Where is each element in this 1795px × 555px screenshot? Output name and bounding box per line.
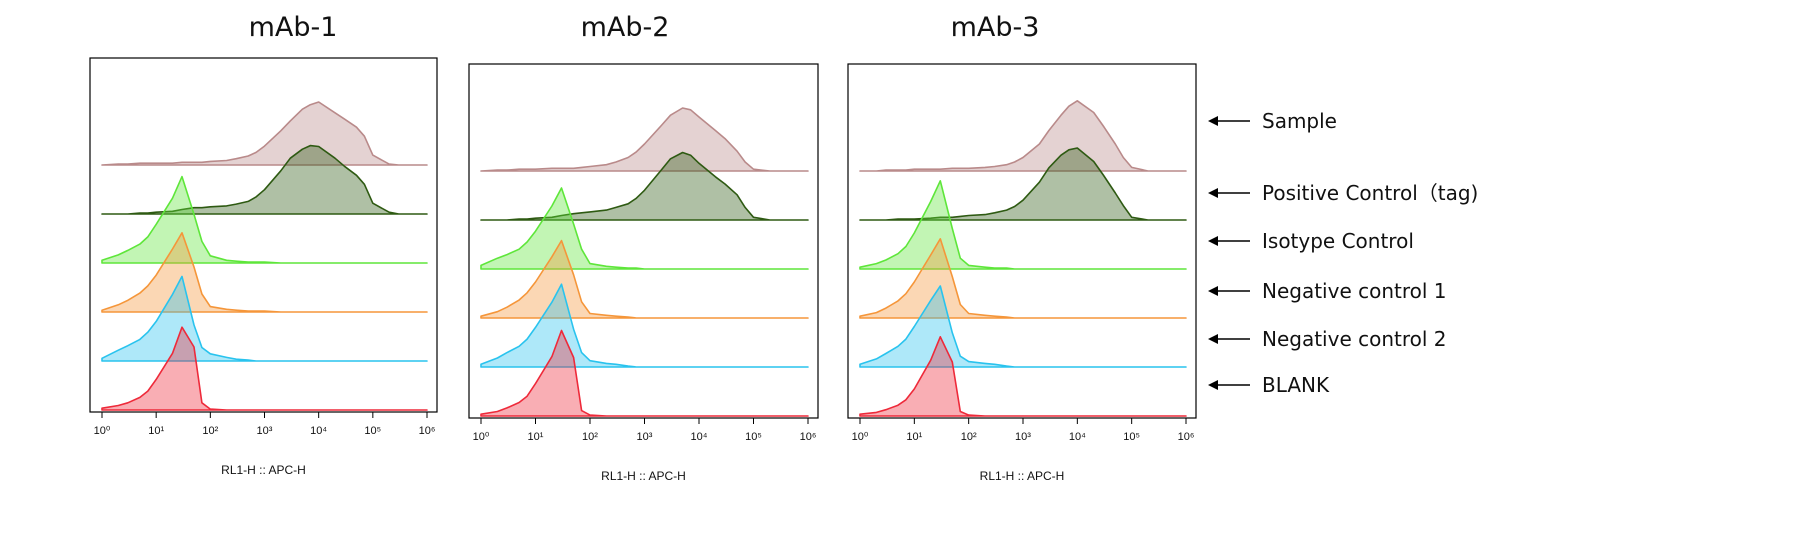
histogram <box>480 329 809 417</box>
histogram <box>859 285 1187 368</box>
legend-arrowhead <box>1208 334 1218 344</box>
plot-frame <box>89 57 438 413</box>
chart-title: mAb-1 <box>249 12 338 43</box>
legend-label: Negative control 1 <box>1262 279 1447 303</box>
legend-label: Positive Control（tag) <box>1262 181 1478 205</box>
x-tick-label: 10⁶ <box>419 425 436 437</box>
histogram <box>859 180 1187 270</box>
histogram <box>101 275 428 362</box>
legend-arrowhead <box>1208 286 1218 296</box>
x-tick-label: 10³ <box>637 431 653 443</box>
x-tick-label: 10⁶ <box>800 431 817 443</box>
histogram <box>859 100 1187 172</box>
chart-title: mAb-3 <box>951 12 1040 43</box>
x-axis-label: RL1-H :: APC-H <box>980 469 1065 483</box>
x-tick-label: 10⁴ <box>310 425 327 437</box>
histogram <box>101 175 428 264</box>
x-tick-label: 10¹ <box>528 431 544 443</box>
x-tick-label: 10⁰ <box>473 431 490 443</box>
legend-label: Isotype Control <box>1262 229 1414 253</box>
histogram <box>859 147 1187 221</box>
histogram <box>859 238 1187 319</box>
legend-arrowhead <box>1208 236 1218 246</box>
legend-label: Negative control 2 <box>1262 327 1447 351</box>
histogram <box>859 336 1187 417</box>
x-tick-label: 10¹ <box>148 425 164 437</box>
chart-title: mAb-2 <box>581 12 670 43</box>
x-tick-label: 10² <box>582 431 598 443</box>
x-tick-label: 10⁵ <box>1123 431 1140 443</box>
x-tick-label: 10⁴ <box>1069 431 1086 443</box>
x-axis-label: RL1-H :: APC-H <box>601 469 686 483</box>
x-tick-label: 10² <box>202 425 218 437</box>
x-tick-label: 10⁰ <box>94 425 111 437</box>
histogram <box>480 283 809 368</box>
legend-label: Sample <box>1262 109 1337 133</box>
legend-arrowhead <box>1208 380 1218 390</box>
legend-label: BLANK <box>1262 373 1330 397</box>
x-tick-label: 10³ <box>257 425 273 437</box>
histogram <box>480 187 809 270</box>
x-tick-label: 10³ <box>1015 431 1031 443</box>
histogram <box>480 151 809 221</box>
x-tick-label: 10⁵ <box>745 431 762 443</box>
x-tick-label: 10¹ <box>906 431 922 443</box>
x-tick-label: 10² <box>961 431 977 443</box>
x-tick-label: 10⁰ <box>852 431 869 443</box>
histogram <box>101 326 428 411</box>
x-axis-label: RL1-H :: APC-H <box>221 463 306 477</box>
legend-arrowhead <box>1208 188 1218 198</box>
plot-frame <box>847 63 1197 419</box>
histogram <box>101 101 428 166</box>
histogram <box>101 232 428 313</box>
x-tick-label: 10⁵ <box>364 425 381 437</box>
histogram <box>480 107 809 172</box>
histogram <box>101 144 428 215</box>
histogram <box>480 239 809 319</box>
x-tick-label: 10⁴ <box>691 431 708 443</box>
x-tick-label: 10⁶ <box>1178 431 1195 443</box>
legend-arrowhead <box>1208 116 1218 126</box>
